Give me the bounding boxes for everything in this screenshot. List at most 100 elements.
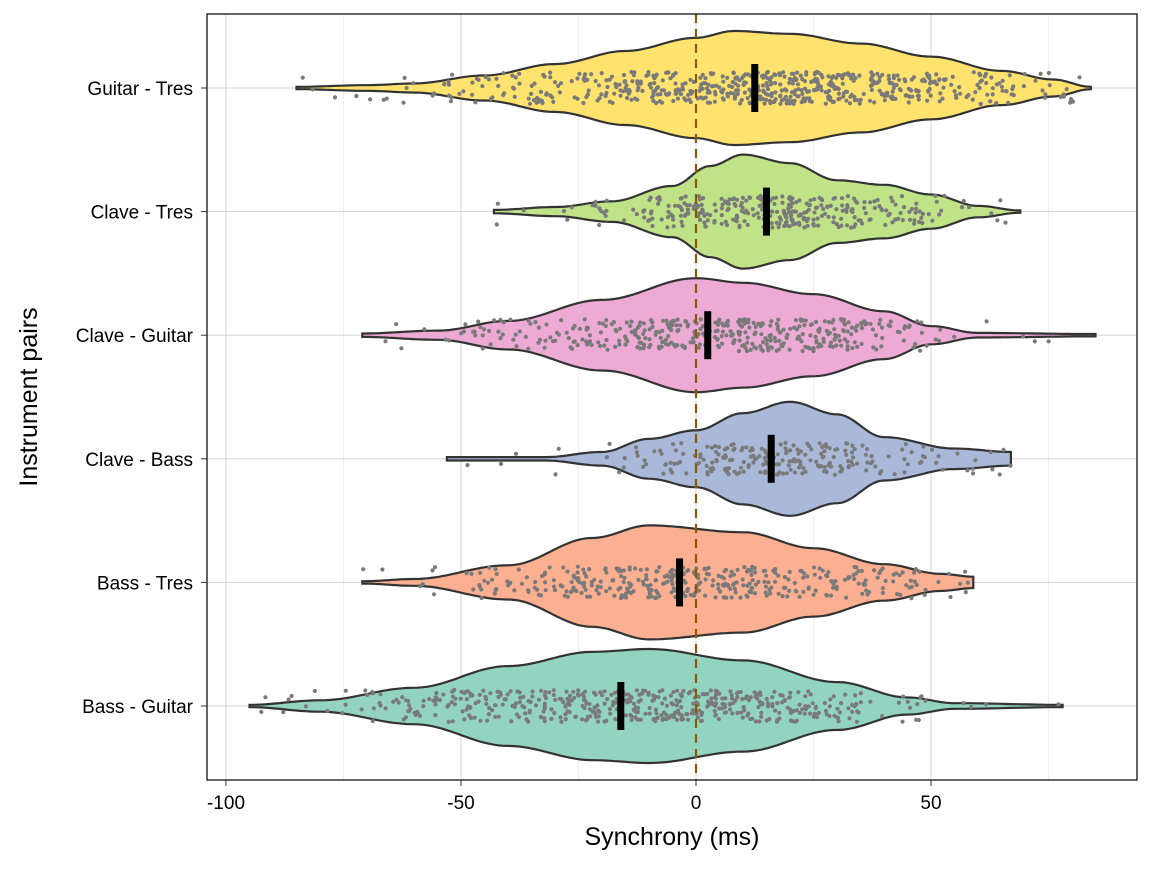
data-point xyxy=(448,99,453,104)
data-point xyxy=(433,713,438,718)
data-point xyxy=(788,448,793,453)
data-point xyxy=(786,463,792,468)
data-point xyxy=(897,330,902,335)
data-point xyxy=(797,710,803,716)
data-point xyxy=(787,569,792,575)
data-point xyxy=(840,203,845,208)
data-point xyxy=(775,701,780,706)
data-point xyxy=(720,329,726,334)
data-point xyxy=(934,199,939,204)
data-point xyxy=(760,83,766,88)
data-point xyxy=(635,453,640,458)
data-point xyxy=(846,320,851,325)
data-point xyxy=(618,326,623,331)
data-point xyxy=(473,100,478,105)
data-point xyxy=(822,700,827,706)
data-point xyxy=(920,211,926,216)
data-point xyxy=(811,217,816,222)
data-point xyxy=(821,339,826,344)
data-point xyxy=(893,202,898,207)
data-point xyxy=(716,444,722,450)
data-point xyxy=(710,460,715,465)
data-point xyxy=(721,595,726,600)
data-point xyxy=(480,333,485,338)
data-point xyxy=(823,211,828,216)
data-point xyxy=(832,84,837,89)
y-tick-label: Bass - Guitar xyxy=(82,697,194,718)
data-point xyxy=(450,72,455,77)
data-point xyxy=(827,446,832,451)
data-point xyxy=(855,323,860,328)
data-point xyxy=(675,96,681,101)
data-point xyxy=(772,689,777,694)
data-point xyxy=(777,710,782,715)
data-point xyxy=(604,337,609,343)
data-point xyxy=(746,72,751,77)
data-point xyxy=(697,708,702,713)
data-point xyxy=(853,693,858,698)
data-point xyxy=(681,344,686,349)
data-point xyxy=(877,570,882,576)
data-point xyxy=(686,322,691,327)
data-point xyxy=(733,590,738,595)
data-point xyxy=(726,466,732,471)
data-point xyxy=(605,84,610,90)
data-point xyxy=(602,701,607,706)
data-point xyxy=(603,567,608,572)
data-point xyxy=(865,460,870,465)
data-point xyxy=(806,585,811,590)
data-point xyxy=(529,91,534,96)
data-point xyxy=(793,588,798,594)
data-point xyxy=(741,319,746,324)
data-point xyxy=(849,208,854,213)
data-point xyxy=(740,697,745,702)
data-point xyxy=(999,84,1005,89)
data-point xyxy=(585,92,591,97)
data-point xyxy=(577,326,583,331)
data-point xyxy=(476,319,481,324)
data-point xyxy=(907,323,912,328)
data-point xyxy=(1058,94,1063,100)
data-point xyxy=(824,712,829,717)
data-point xyxy=(752,332,757,337)
data-point xyxy=(783,87,788,92)
data-point xyxy=(543,695,549,701)
data-point xyxy=(556,83,561,88)
data-point xyxy=(1040,88,1045,93)
data-point xyxy=(666,342,671,347)
data-point xyxy=(696,460,702,465)
data-point xyxy=(1021,84,1026,89)
data-point xyxy=(478,718,483,723)
data-point xyxy=(1007,73,1012,78)
data-point xyxy=(963,569,968,574)
data-point xyxy=(737,331,742,336)
data-point xyxy=(868,83,874,88)
data-point xyxy=(923,587,928,593)
data-point xyxy=(819,203,824,208)
data-point xyxy=(636,577,641,583)
data-point xyxy=(652,717,658,723)
data-point xyxy=(533,320,538,325)
data-point xyxy=(642,458,647,463)
data-point xyxy=(581,77,586,82)
data-point xyxy=(666,325,672,330)
data-point xyxy=(808,692,813,697)
data-point xyxy=(839,343,844,348)
data-point xyxy=(536,325,542,330)
data-point xyxy=(792,470,798,475)
data-point xyxy=(716,452,721,457)
data-point xyxy=(488,691,493,696)
data-point xyxy=(872,100,877,105)
data-point xyxy=(690,336,696,341)
data-point xyxy=(520,704,525,709)
data-point xyxy=(746,711,751,716)
data-point xyxy=(874,347,879,352)
data-point xyxy=(965,468,970,473)
data-point xyxy=(679,705,684,710)
data-point xyxy=(812,79,817,84)
data-point xyxy=(697,197,703,202)
data-point xyxy=(811,714,816,720)
data-point xyxy=(540,100,545,106)
data-point xyxy=(607,706,613,712)
data-point xyxy=(464,571,469,576)
